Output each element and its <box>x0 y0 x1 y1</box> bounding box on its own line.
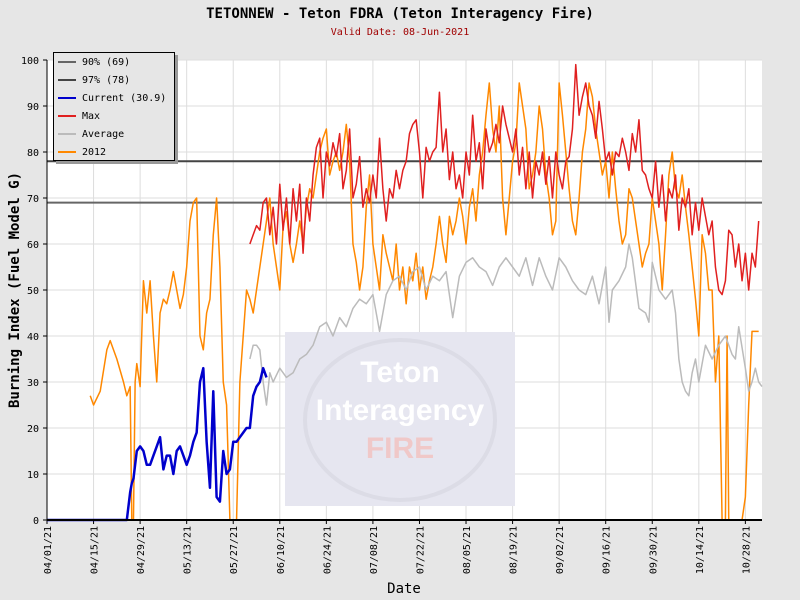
legend-label: Current (30.9) <box>82 92 167 104</box>
x-tick-label: 04/29/21 <box>136 526 147 574</box>
x-tick-label: 10/14/21 <box>695 526 706 574</box>
x-axis-label: Date <box>387 581 421 597</box>
chart-subtitle: Valid Date: 08-Jun-2021 <box>330 27 470 38</box>
legend-swatch <box>58 115 76 117</box>
legend-swatch <box>58 151 76 153</box>
x-tick-label: 05/13/21 <box>183 526 194 574</box>
y-tick-label: 60 <box>27 240 39 251</box>
x-tick-label: 08/19/21 <box>509 526 520 574</box>
watermark-logo: Teton Interagency FIRE <box>285 332 515 506</box>
y-tick-label: 0 <box>33 516 39 527</box>
y-tick-label: 80 <box>27 148 39 159</box>
x-tick-label: 09/30/21 <box>648 526 659 574</box>
x-tick-label: 06/10/21 <box>276 526 287 574</box>
x-tick-label: 09/16/21 <box>602 526 613 574</box>
y-tick-label: 70 <box>27 194 39 205</box>
legend-label: 90% (69) <box>82 56 131 68</box>
watermark-text: Interagency <box>316 394 485 427</box>
legend-item: Current (30.9) <box>54 89 174 107</box>
watermark-ring <box>303 338 497 502</box>
x-tick-label: 06/24/21 <box>322 526 333 574</box>
legend-label: 2012 <box>82 146 107 158</box>
x-tick-label: 04/15/21 <box>90 526 101 574</box>
y-tick-label: 50 <box>27 286 39 297</box>
y-tick-label: 40 <box>27 332 39 343</box>
legend-item: Average <box>54 125 174 143</box>
y-tick-label: 30 <box>27 378 39 389</box>
legend-label: Max <box>82 110 101 122</box>
series-line-max <box>249 63 760 296</box>
series-line-average <box>249 243 763 406</box>
legend-item: 97% (78) <box>54 71 174 89</box>
series-line-2012 <box>89 82 759 521</box>
legend-swatch <box>58 97 76 99</box>
legend-item: Max <box>54 107 174 125</box>
x-tick-label: 05/27/21 <box>229 526 240 574</box>
y-tick-label: 100 <box>21 56 39 67</box>
x-tick-label: 08/05/21 <box>462 526 473 574</box>
y-axis-label: Burning Index (Fuel Model G) <box>7 172 23 408</box>
series-line-current <box>47 366 268 522</box>
legend-item: 2012 <box>54 143 174 161</box>
x-tick-label: 04/01/21 <box>43 526 54 574</box>
watermark-text: FIRE <box>366 432 434 465</box>
y-tick-label: 10 <box>27 470 39 481</box>
legend-swatch <box>58 61 76 63</box>
legend-label: Average <box>82 128 125 140</box>
legend-swatch <box>58 133 76 135</box>
legend-label: 97% (78) <box>82 74 131 86</box>
x-tick-label: 10/28/21 <box>741 526 752 574</box>
chart-title: TETONNEW - Teton FDRA (Teton Interagency… <box>206 6 594 22</box>
x-tick-label: 07/22/21 <box>415 526 426 574</box>
legend: 90% (69) 97% (78) Current (30.9) Max Average… <box>53 52 175 161</box>
y-tick-label: 20 <box>27 424 39 435</box>
y-tick-label: 90 <box>27 102 39 113</box>
x-tick-label: 09/02/21 <box>555 526 566 574</box>
watermark-text: Teton <box>360 356 439 389</box>
x-tick-label: 07/08/21 <box>369 526 380 574</box>
watermark-box <box>285 332 515 506</box>
legend-item: 90% (69) <box>54 53 174 71</box>
legend-swatch <box>58 79 76 81</box>
